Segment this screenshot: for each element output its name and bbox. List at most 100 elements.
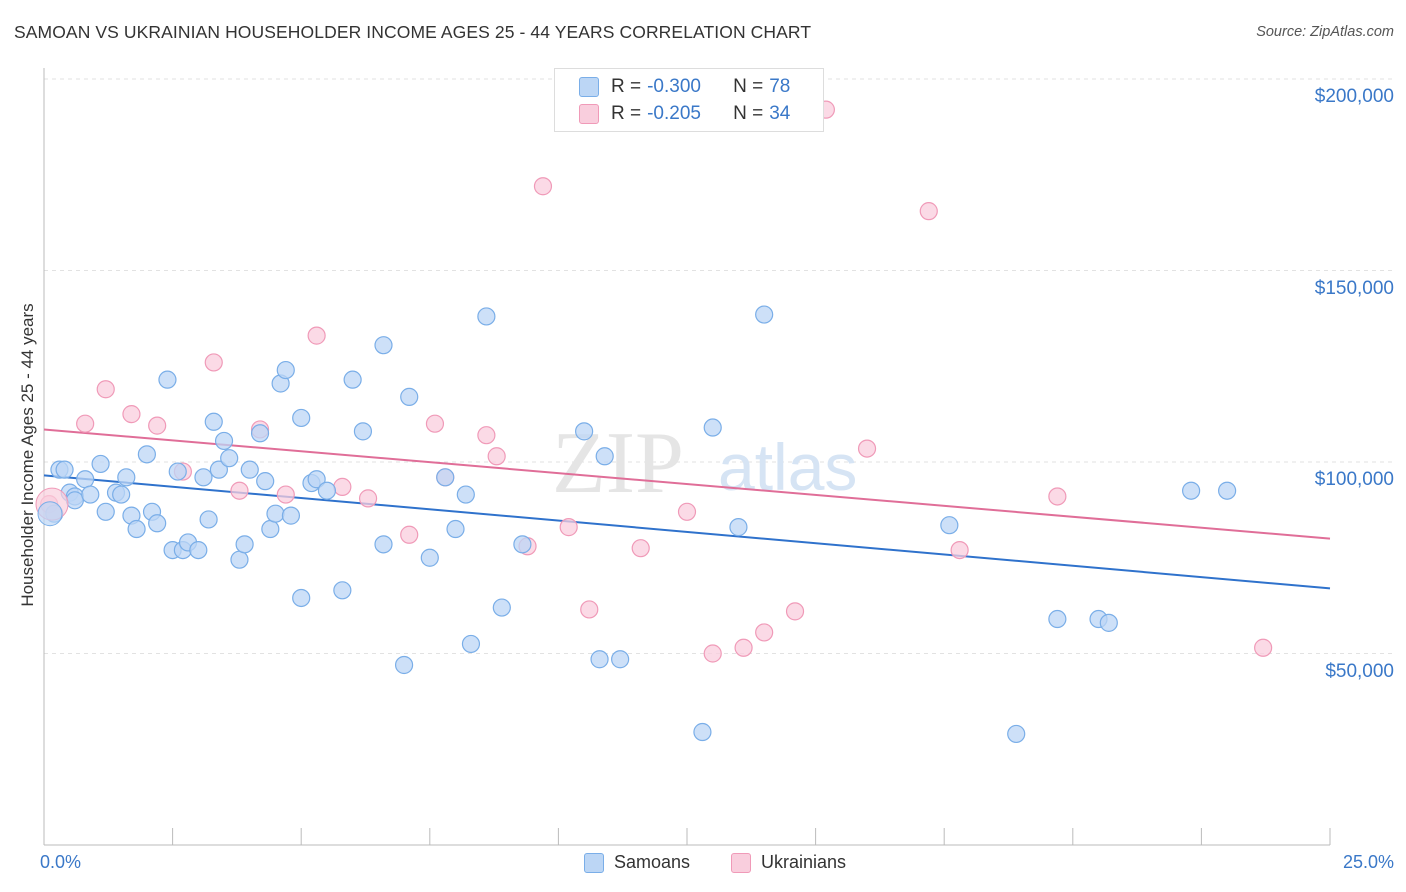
samoans-swatch [579,77,599,97]
y-tick-label: $100,000 [1314,469,1394,490]
point-samoans [204,412,223,431]
point-ukrainians [533,177,553,196]
point-ukrainians [580,600,599,619]
point-samoans [250,424,270,443]
series-legend: Samoans Ukrainians [0,852,1406,876]
point-samoans [230,550,249,569]
point-samoans [127,519,146,539]
point-samoans [65,491,84,510]
point-samoans [220,449,239,468]
point-samoans [394,655,414,675]
point-ukrainians [631,539,650,558]
point-samoans [940,516,959,535]
samoans-legend-swatch [584,852,604,873]
point-samoans [55,460,74,479]
watermark-zip: ZIP [552,415,684,512]
r-value: -0.300 [647,76,701,97]
point-samoans [194,468,213,487]
point-ukrainians [96,380,115,399]
point-samoans [148,514,167,533]
point-samoans [112,485,131,504]
y-tick-label: $200,000 [1314,86,1394,107]
point-samoans [595,447,614,466]
point-samoans [477,307,496,326]
point-samoans [492,598,511,617]
axes [43,68,1331,846]
point-samoans [461,634,481,654]
source-label: Source: ZipAtlas.com [1256,24,1394,40]
point-ukrainians [400,525,419,544]
gridlines [44,78,1395,654]
point-samoans [266,504,285,523]
point-samoans [703,418,722,437]
point-samoans [292,588,311,608]
point-samoans [374,336,393,355]
point-samoans [1182,481,1201,500]
point-ukrainians [122,405,141,424]
point-ukrainians [734,638,753,657]
point-ukrainians [425,414,445,433]
point-samoans [91,454,110,474]
point-samoans [209,460,228,479]
point-samoans [96,502,115,521]
r-value: -0.205 [647,103,701,124]
point-ukrainians [559,518,578,537]
point-ukrainians [703,644,722,663]
point-samoans [333,581,352,600]
point-samoans [168,462,187,481]
point-ukrainians [276,485,295,504]
point-samoans [1099,613,1118,632]
point-ukrainians [919,202,938,221]
legend-label-ukrainians: Ukrainians [761,852,847,872]
point-ukrainians [857,439,877,458]
point-samoans [137,445,156,464]
point-samoans [317,481,337,500]
point-samoans [513,535,532,554]
point-ukrainians [148,416,167,435]
point-ukrainians [76,414,95,433]
point-samoans [81,485,100,504]
r-key: R = [611,76,642,97]
point-ukrainians [307,326,326,345]
point-samoans [281,506,301,525]
point-samoans [611,650,630,669]
point-ukrainians [950,540,969,560]
x-tick-label-max: 25.0% [1342,852,1394,872]
point-samoans [693,722,712,742]
point-samoans [189,540,208,560]
point-samoans [343,370,362,389]
n-value: 34 [769,103,791,124]
legend-item-ukrainians[interactable]: Ukrainians [731,852,846,873]
trend-line-samoans [43,474,1331,590]
point-samoans [240,460,259,479]
point-ukrainians [230,481,249,500]
legend-row-samoans: R = -0.300 N = 78 [579,75,790,99]
data-points [35,100,1273,744]
point-ukrainians [1254,638,1273,657]
point-samoans [575,422,594,441]
x-tick-label-min: 0.0% [40,852,82,872]
chart-title: SAMOAN VS UKRAINIAN HOUSEHOLDER INCOME A… [14,22,812,42]
point-ukrainians [677,502,697,521]
point-samoans [1007,724,1026,744]
point-samoans [158,370,177,389]
ukrainians-legend-swatch [731,852,751,873]
point-ukrainians [477,426,496,445]
point-samoans [436,468,455,487]
point-samoans [292,408,311,428]
point-ukrainians [204,353,223,372]
y-tick-label: $50,000 [1325,660,1394,682]
ukrainians-swatch [579,104,599,124]
point-samoans [307,470,326,489]
y-tick-label: $150,000 [1314,277,1394,299]
legend-row-ukrainians: R = -0.205 N = 34 [579,102,790,126]
point-samoans [729,518,748,537]
n-key: N = [733,103,764,124]
n-value: 78 [769,76,791,97]
legend-item-samoans[interactable]: Samoans [584,852,690,873]
point-ukrainians [358,489,378,508]
point-samoans [37,501,63,527]
point-samoans [261,519,280,539]
point-ukrainians [785,602,805,621]
